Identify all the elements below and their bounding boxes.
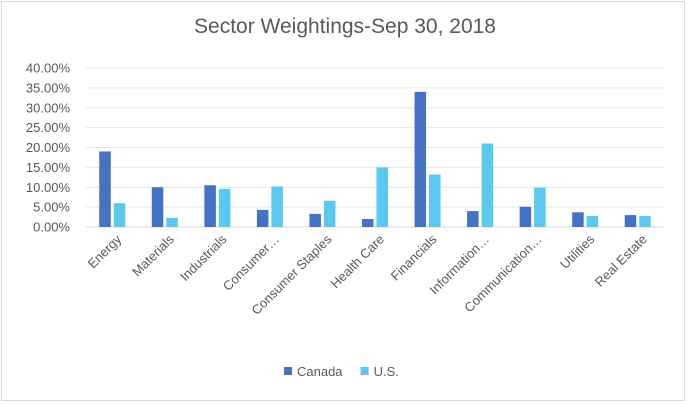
bar-canada-7 (467, 211, 479, 227)
y-tick-label: 35.00% (26, 80, 71, 95)
bar-canada-3 (256, 209, 269, 227)
bar-canada-2 (204, 185, 216, 227)
bar-us-9 (586, 215, 599, 227)
bar-us-6 (429, 174, 441, 227)
x-tick-label: Materials (129, 231, 177, 279)
x-axis-labels: Energy Materials IndustrialsConsumer…Consu… (85, 231, 650, 318)
x-tick-label: Health Care (327, 232, 387, 292)
legend-swatch-canada (284, 367, 292, 375)
bar-canada-9 (572, 212, 584, 227)
chart-title: Sector Weightings-Sep 30, 2018 (194, 15, 496, 38)
y-tick-label: 5.00% (33, 200, 70, 215)
bar-us-3 (271, 186, 283, 227)
bar-canada-4 (309, 213, 321, 227)
bar-us-8 (534, 187, 546, 227)
y-tick-label: 30.00% (26, 100, 71, 115)
legend: Canada U.S. (284, 364, 399, 379)
bar-us-0 (113, 203, 126, 227)
bar-us-1 (166, 217, 178, 227)
bars (99, 91, 651, 227)
gridlines (86, 67, 664, 228)
bar-canada-10 (624, 215, 637, 227)
y-tick-label: 20.00% (26, 140, 71, 155)
bar-canada-0 (99, 151, 111, 227)
x-tick-label: Industrials (177, 231, 230, 284)
x-tick-label: Utilities (557, 231, 598, 272)
bar-us-2 (218, 188, 231, 227)
bar-canada-1 (151, 187, 164, 227)
y-tick-label: 0.00% (33, 220, 70, 235)
x-tick-label: Financials (388, 231, 440, 283)
bar-us-10 (639, 215, 651, 227)
legend-label: Canada (297, 364, 343, 379)
y-tick-label: 10.00% (26, 180, 71, 195)
bar-canada-5 (362, 219, 374, 227)
bar-us-4 (323, 200, 336, 227)
bar-us-5 (376, 167, 388, 227)
y-axis-labels: 0.00% 5.00% 10.00% 15.00% 20.00% 25.00% 30.00%… (26, 61, 71, 235)
x-tick-label: Real Estate (592, 232, 650, 290)
y-tick-label: 40.00% (26, 61, 71, 76)
bar-canada-8 (519, 206, 532, 227)
legend-label: U.S. (374, 364, 399, 379)
legend-swatch-us (360, 367, 369, 375)
y-tick-label: 25.00% (26, 120, 71, 135)
x-tick-label: Energy (85, 231, 125, 271)
bar-us-7 (481, 143, 494, 227)
y-tick-label: 15.00% (26, 160, 71, 175)
bar-canada-6 (414, 91, 427, 227)
